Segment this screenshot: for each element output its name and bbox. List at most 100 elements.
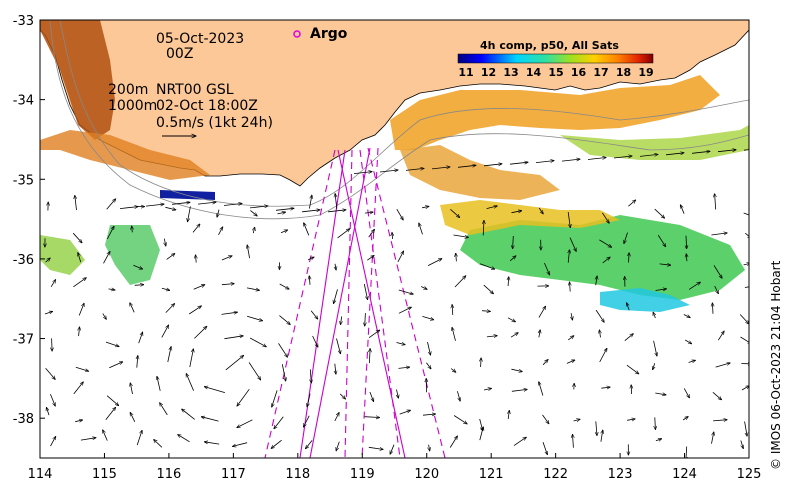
colorbar-tick-label: 12 <box>481 66 496 79</box>
current-vector <box>192 224 200 233</box>
current-vector <box>72 232 82 243</box>
current-vector <box>275 208 294 211</box>
current-vector <box>713 265 722 278</box>
current-vector <box>306 440 313 448</box>
x-axis-ticks: 114 115 116 117 118 119 120 121 122 123 124 125 <box>28 453 761 482</box>
y-tick-label: -34 <box>13 94 34 109</box>
current-vector <box>225 355 244 371</box>
current-vector <box>218 227 223 235</box>
current-vector <box>78 303 84 316</box>
x-tick-label: 124 <box>672 467 697 482</box>
current-vector <box>75 366 89 371</box>
current-vector <box>379 170 398 173</box>
y-tick-label: -36 <box>13 253 34 268</box>
current-vector <box>511 389 527 392</box>
current-vector <box>587 158 606 160</box>
current-vector <box>624 334 634 342</box>
current-vector <box>392 232 393 240</box>
current-vector <box>396 343 406 345</box>
current-vector <box>119 207 138 209</box>
current-vector <box>659 264 671 265</box>
current-vector <box>130 412 136 422</box>
y-axis-ticks: -33 -34 -35 -36 -37 -38 <box>13 14 45 427</box>
sst-cyan-patch <box>600 288 690 312</box>
current-vector <box>569 237 576 252</box>
current-vector <box>595 309 604 322</box>
colorbar-title: 4h comp, p50, All Sats <box>480 39 619 52</box>
current-vector <box>542 360 548 366</box>
sst-green-patch-1 <box>460 215 745 300</box>
current-vector <box>599 348 607 363</box>
current-vector <box>429 444 430 451</box>
current-vector <box>335 194 337 209</box>
current-vector <box>154 440 163 448</box>
current-vector <box>133 264 142 269</box>
current-vector <box>274 416 284 429</box>
current-vector <box>542 414 549 424</box>
current-vector <box>665 153 684 156</box>
current-vector <box>278 343 288 357</box>
current-vector <box>456 253 457 262</box>
current-vector <box>188 206 191 221</box>
current-vector <box>627 419 635 420</box>
y-tick-label: -38 <box>13 412 34 427</box>
colorbar-tick-label: 18 <box>616 66 631 79</box>
current-vector <box>739 314 749 325</box>
current-vector <box>483 220 484 236</box>
current-vector <box>164 238 166 246</box>
colorbar-ticks: 11 12 13 14 15 16 17 18 19 <box>458 66 653 79</box>
current-vector <box>106 226 114 240</box>
current-vector <box>102 313 107 320</box>
current-vector <box>279 283 289 289</box>
current-vector <box>479 427 484 441</box>
current-vectors <box>45 148 749 458</box>
current-vector <box>686 235 687 249</box>
current-vector <box>397 251 404 263</box>
current-vector <box>137 356 138 368</box>
analysis-time-label: 02-Oct 18:00Z <box>156 98 258 114</box>
current-vector <box>481 358 482 368</box>
current-vector <box>573 434 574 448</box>
sst-green-patch-2 <box>105 225 160 285</box>
current-vector <box>188 306 201 315</box>
current-vector <box>602 212 609 223</box>
current-vector <box>655 439 662 441</box>
current-vector <box>508 277 509 287</box>
current-vector <box>450 209 459 217</box>
current-vector <box>337 229 350 239</box>
current-vector <box>75 420 83 422</box>
current-vector <box>224 336 243 340</box>
current-vector <box>334 413 339 422</box>
current-vector <box>653 340 657 356</box>
current-vector <box>538 306 546 318</box>
current-vector <box>715 194 716 210</box>
y-tick-label: -37 <box>13 333 34 348</box>
current-vector <box>50 436 56 447</box>
current-vector <box>398 307 412 314</box>
current-vector <box>398 289 414 294</box>
sst-leeuwin-current <box>40 20 115 140</box>
current-vector <box>508 410 509 419</box>
current-vector <box>136 430 142 446</box>
sst-green-patch-3 <box>40 235 85 275</box>
satellite-tracks <box>264 147 446 458</box>
current-vector <box>363 283 367 300</box>
current-vector <box>165 304 175 313</box>
current-vector <box>479 418 483 431</box>
current-vector <box>365 313 366 326</box>
current-vector <box>103 430 108 441</box>
argo-marker-icon <box>293 30 301 38</box>
current-vector <box>568 250 569 263</box>
current-vector <box>45 368 56 379</box>
isobath-200m <box>59 20 749 207</box>
current-vector <box>405 168 424 171</box>
current-vector <box>46 407 50 416</box>
current-vector <box>75 195 77 211</box>
current-vector <box>599 330 600 338</box>
current-vector <box>486 336 497 337</box>
current-vector <box>397 389 399 399</box>
current-vector <box>399 410 411 415</box>
current-vector <box>303 415 310 427</box>
current-vector <box>157 376 161 391</box>
